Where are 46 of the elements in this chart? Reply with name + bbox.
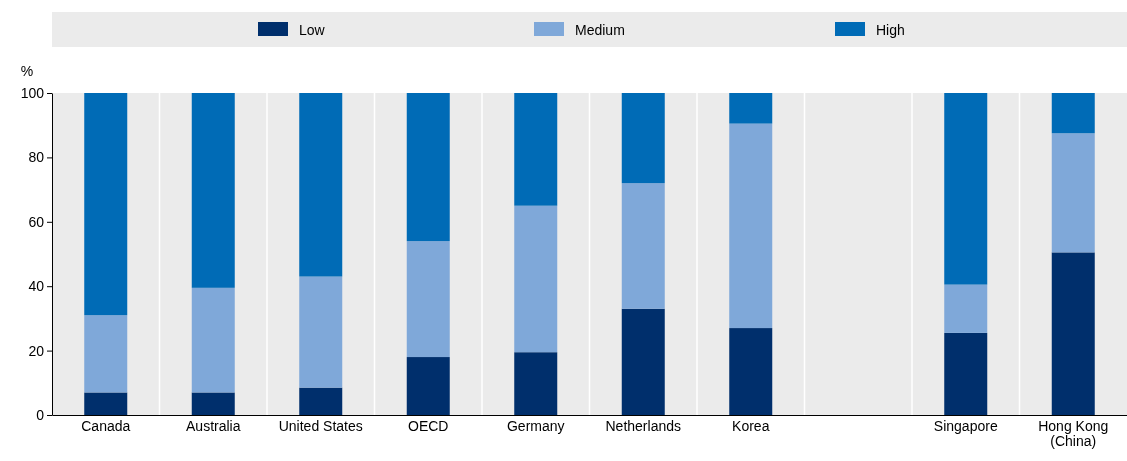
x-tick-label: Germany bbox=[506, 417, 565, 434]
bar bbox=[406, 357, 450, 415]
bar bbox=[514, 205, 558, 353]
bar bbox=[299, 276, 343, 388]
bar bbox=[729, 93, 773, 124]
bar bbox=[514, 93, 558, 206]
bar bbox=[729, 328, 773, 415]
legend-label: High bbox=[876, 21, 905, 38]
bar bbox=[729, 123, 773, 329]
bar bbox=[621, 308, 665, 415]
y-tick-label: 20 bbox=[28, 342, 45, 359]
bar bbox=[191, 287, 235, 393]
bar bbox=[406, 241, 450, 358]
bar bbox=[944, 332, 988, 415]
x-tick-label: Netherlands bbox=[605, 417, 681, 434]
bar bbox=[191, 93, 235, 288]
x-tick-label: Korea bbox=[732, 417, 770, 434]
legend-label: Low bbox=[299, 21, 326, 38]
bar bbox=[514, 352, 558, 415]
y-tick-label: 0 bbox=[36, 406, 45, 423]
bar bbox=[191, 392, 235, 415]
bar bbox=[84, 93, 128, 316]
x-tick-label: Singapore bbox=[933, 417, 998, 434]
bar bbox=[1051, 252, 1095, 415]
bar bbox=[406, 93, 450, 242]
bar bbox=[621, 93, 665, 184]
bar bbox=[299, 387, 343, 415]
x-tick-label: Hong Kong (China) bbox=[1038, 417, 1109, 449]
y-tick-label: 60 bbox=[28, 213, 45, 230]
bar bbox=[621, 183, 665, 309]
bar bbox=[944, 284, 988, 333]
bar bbox=[944, 93, 988, 285]
bar bbox=[1051, 93, 1095, 134]
x-tick-label: Australia bbox=[186, 417, 241, 434]
bar bbox=[84, 392, 128, 415]
y-tick-label: 80 bbox=[28, 149, 45, 166]
bar bbox=[299, 93, 343, 277]
y-tick-label: 100 bbox=[20, 84, 45, 101]
y-axis-title: % bbox=[20, 63, 34, 79]
legend-label: Medium bbox=[575, 21, 625, 38]
bar bbox=[1051, 133, 1095, 253]
x-tick-label: Canada bbox=[81, 417, 131, 434]
bar bbox=[84, 315, 128, 393]
y-tick-label: 40 bbox=[28, 278, 45, 295]
x-tick-label: United States bbox=[278, 417, 363, 434]
x-tick-label: OECD bbox=[408, 417, 449, 434]
